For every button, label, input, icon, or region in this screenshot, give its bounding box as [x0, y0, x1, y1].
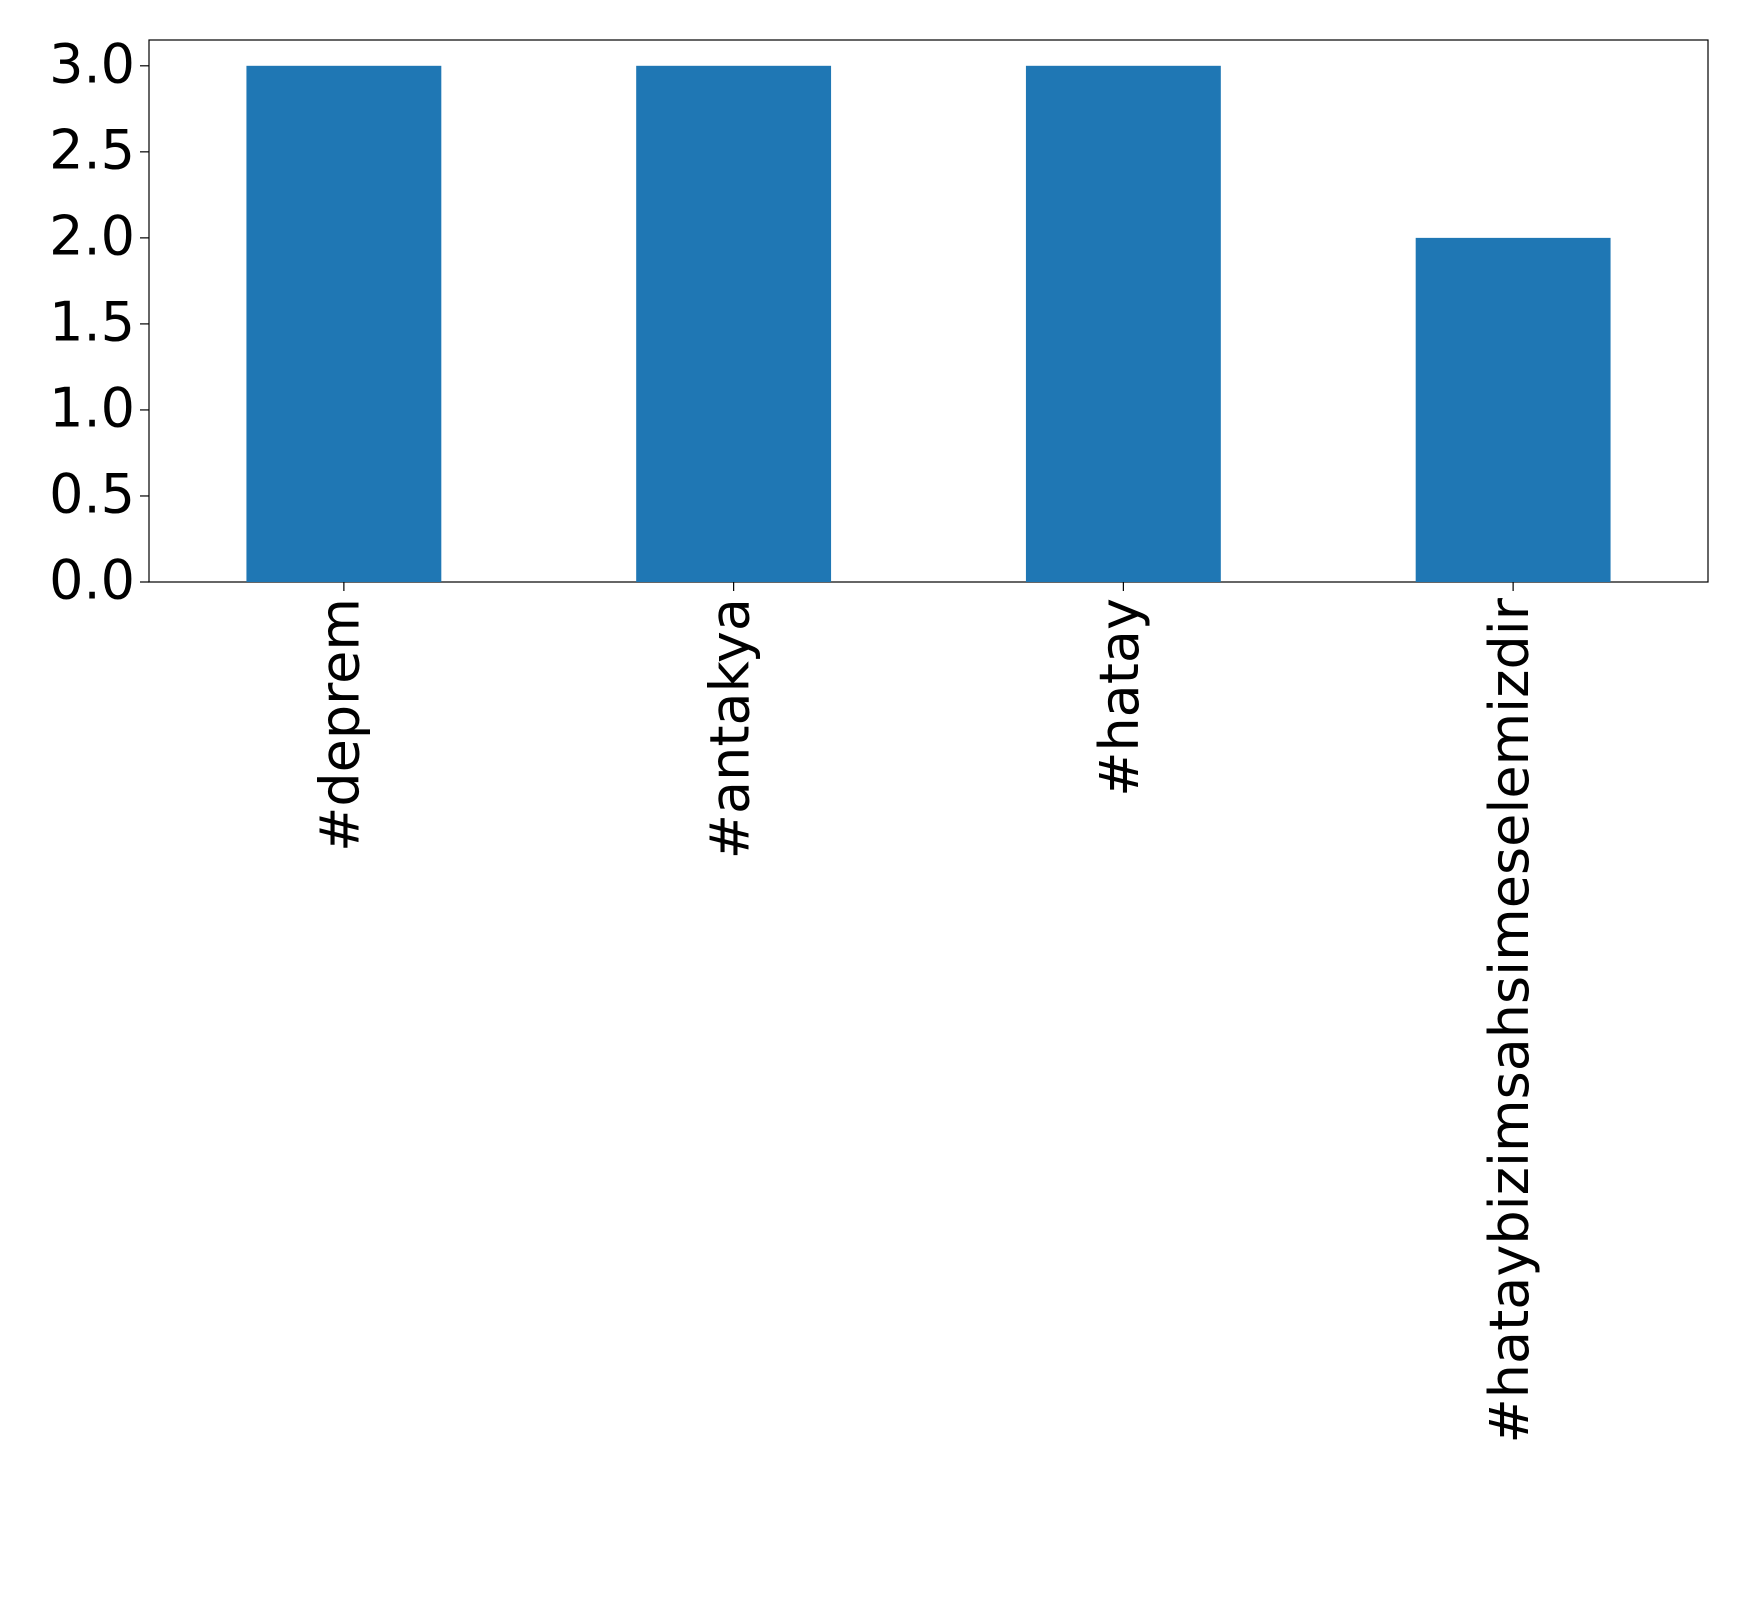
- bar: [1415, 237, 1611, 582]
- y-tick-label: 0.5: [49, 463, 135, 526]
- bar: [1025, 65, 1221, 583]
- y-tick-label: 3.0: [49, 32, 135, 95]
- x-tick-label: #deprem: [309, 598, 372, 852]
- y-tick-label: 1.0: [49, 377, 135, 440]
- y-tick-label: 1.5: [49, 291, 135, 354]
- y-tick-label: 0.0: [49, 549, 135, 612]
- y-tick-label: 2.5: [49, 118, 135, 181]
- x-tick-label: #hatay: [1088, 598, 1151, 797]
- plot-frame: [148, 39, 1709, 583]
- bar: [246, 65, 442, 583]
- x-tick-label: #antakya: [698, 598, 761, 859]
- x-tick-label: #hataybizimsahsimeselemizdir: [1478, 597, 1541, 1443]
- bar: [636, 65, 832, 583]
- y-tick-label: 2.0: [49, 205, 135, 268]
